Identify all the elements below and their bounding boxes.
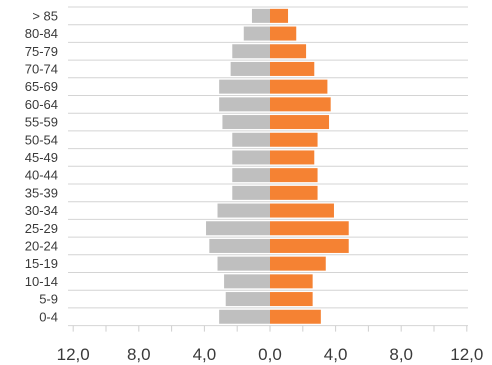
bar-left-30-34 bbox=[217, 203, 270, 218]
bar-right-60-64 bbox=[270, 97, 331, 112]
bar-left-60-64 bbox=[219, 97, 270, 112]
bar-left-15-19 bbox=[217, 256, 270, 271]
bar-left-65-69 bbox=[219, 79, 270, 94]
category-label: 70-74 bbox=[25, 61, 58, 76]
x-tick-label: 8,0 bbox=[127, 345, 151, 364]
bar-right-85 bbox=[270, 8, 289, 23]
grid-lines bbox=[68, 6, 468, 327]
category-label: > 85 bbox=[32, 8, 58, 23]
bar-right-10-14 bbox=[270, 274, 313, 289]
bar-right-75-79 bbox=[270, 44, 307, 59]
bar-right-50-54 bbox=[270, 132, 318, 147]
bar-left-85 bbox=[251, 8, 270, 23]
bar-right-70-74 bbox=[270, 61, 315, 76]
bar-right-15-19 bbox=[270, 256, 326, 271]
x-tick-label: 4,0 bbox=[193, 345, 217, 364]
category-label: 45-49 bbox=[25, 150, 58, 165]
category-label: 40-44 bbox=[25, 168, 58, 183]
bar-left-20-24 bbox=[209, 238, 270, 253]
bar-right-35-39 bbox=[270, 185, 318, 200]
x-tick-label: 0,0 bbox=[258, 345, 282, 364]
bar-left-0-4 bbox=[219, 309, 270, 324]
bar-right-65-69 bbox=[270, 79, 328, 94]
x-tick-label: 4,0 bbox=[324, 345, 348, 364]
category-label: 75-79 bbox=[25, 44, 58, 59]
bar-left-55-59 bbox=[222, 115, 270, 130]
bar-right-0-4 bbox=[270, 309, 321, 324]
bar-left-40-44 bbox=[232, 168, 270, 183]
x-axis-ticks bbox=[72, 325, 468, 332]
category-label: 5-9 bbox=[39, 292, 58, 307]
series-left-bars bbox=[206, 8, 270, 324]
bar-left-5-9 bbox=[225, 292, 270, 307]
bar-right-5-9 bbox=[270, 292, 313, 307]
category-label: 10-14 bbox=[25, 274, 58, 289]
bar-left-25-29 bbox=[206, 221, 270, 236]
category-label: 25-29 bbox=[25, 221, 58, 236]
x-tick-label: 8,0 bbox=[389, 345, 413, 364]
category-label: 60-64 bbox=[25, 97, 58, 112]
category-label: 55-59 bbox=[25, 115, 58, 130]
bar-left-70-74 bbox=[230, 61, 270, 76]
category-label: 20-24 bbox=[25, 238, 58, 253]
bar-right-20-24 bbox=[270, 238, 349, 253]
x-tick-label: 12,0 bbox=[57, 345, 90, 364]
bar-left-75-79 bbox=[232, 44, 270, 59]
category-label: 15-19 bbox=[25, 256, 58, 271]
category-label: 65-69 bbox=[25, 79, 58, 94]
bar-right-55-59 bbox=[270, 115, 330, 130]
bar-left-80-84 bbox=[243, 26, 270, 41]
bar-left-35-39 bbox=[232, 185, 270, 200]
x-tick-label: 12,0 bbox=[450, 345, 483, 364]
category-label: 35-39 bbox=[25, 185, 58, 200]
category-label: 50-54 bbox=[25, 132, 58, 147]
y-axis-category-labels: 0-4 5-9 10-14 15-19 20-24 25-29 30-34 35-39 40-4… bbox=[25, 8, 58, 324]
x-axis-tick-labels: 12,0 8,0 4,0 0,0 4,0 8,0 12,0 bbox=[57, 345, 484, 364]
bar-right-25-29 bbox=[270, 221, 349, 236]
bar-right-30-34 bbox=[270, 203, 334, 218]
bar-left-50-54 bbox=[232, 132, 270, 147]
category-label: 80-84 bbox=[25, 26, 58, 41]
bar-right-45-49 bbox=[270, 150, 315, 165]
bar-right-40-44 bbox=[270, 168, 318, 183]
series-right-bars bbox=[270, 8, 349, 324]
bar-left-10-14 bbox=[224, 274, 270, 289]
bar-right-80-84 bbox=[270, 26, 297, 41]
category-label: 30-34 bbox=[25, 203, 58, 218]
category-label: 0-4 bbox=[39, 309, 58, 324]
bar-left-45-49 bbox=[232, 150, 270, 165]
